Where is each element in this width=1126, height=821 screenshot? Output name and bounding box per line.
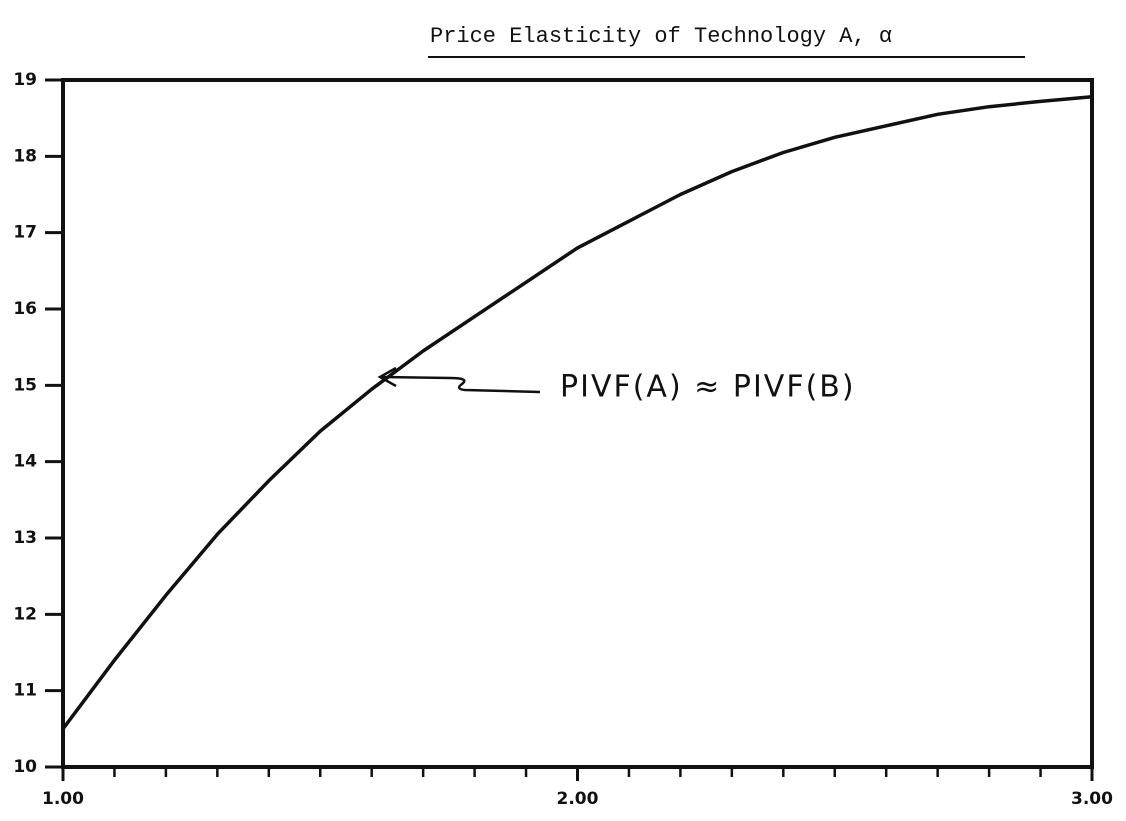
y-tick-label: 17 [13,223,37,243]
y-tick-label: 15 [13,375,37,395]
y-tick-label: 18 [13,146,37,166]
y-tick-label: 10 [13,757,37,777]
data-line [61,95,1093,730]
y-tick-label: 13 [13,528,37,548]
y-tick-label: 11 [13,681,37,701]
annotation: PIVF(A) ≈ PIVF(B) [560,370,856,405]
y-tick-label: 16 [13,299,37,319]
y-tick-label: 19 [13,70,37,90]
x-tick-label: 1.00 [42,789,84,809]
annotation-arrow [381,375,541,394]
plot-frame [61,78,1094,769]
chart-title: Price Elasticity of Technology A, α [430,24,892,49]
y-tick-label: 14 [13,452,37,472]
arrow-head [377,366,397,388]
x-tick-label: 3.00 [1071,789,1113,809]
y-tick-label: 12 [13,604,37,624]
x-tick-label: 2.00 [557,789,599,809]
